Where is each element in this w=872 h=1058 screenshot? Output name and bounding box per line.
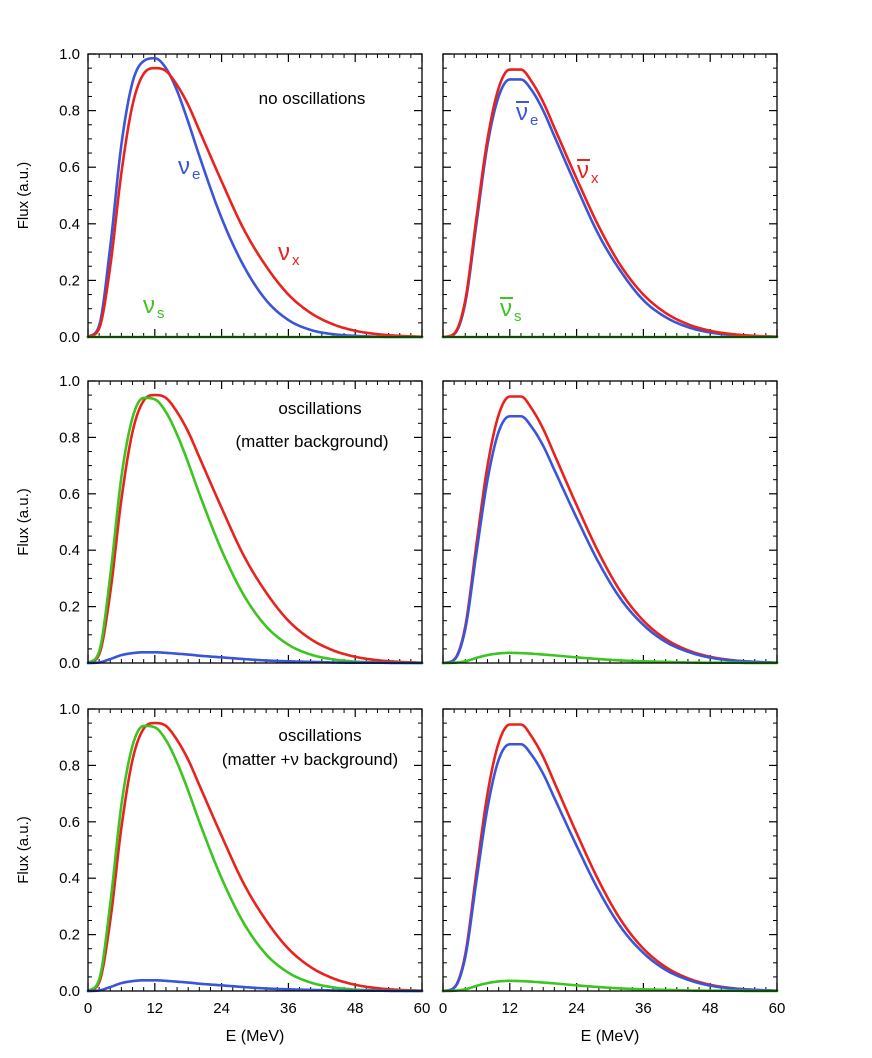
- y-axis-label: Flux (a.u.): [15, 488, 32, 556]
- minor-ticks: [88, 54, 422, 337]
- x-tick-label: 60: [769, 1000, 786, 1017]
- label-subscript: e: [192, 166, 200, 183]
- panel-top-right: ν eν xν s: [441, 53, 779, 339]
- panel-annotation: (matter +ν background): [222, 750, 398, 769]
- x-tick-label: 24: [568, 1000, 585, 1017]
- x-tick-label: 12: [146, 1000, 163, 1017]
- y-tick-label: 0.2: [59, 599, 80, 616]
- plot-frame: [87, 53, 423, 338]
- plot-frame: [87, 380, 423, 664]
- y-tick-label: 0.8: [59, 429, 80, 446]
- y-tick-label: 0.4: [59, 870, 80, 887]
- y-tick-label: 0.8: [59, 757, 80, 774]
- plot-frame: [442, 380, 778, 664]
- x-tick-label: 48: [347, 1000, 364, 1017]
- y-tick-label: 0.4: [59, 542, 80, 559]
- panel-annotation: (matter background): [235, 432, 388, 451]
- y-axis-label: Flux (a.u.): [15, 162, 32, 230]
- minor-ticks: [88, 709, 422, 991]
- minor-ticks: [443, 709, 777, 991]
- x-tick-label: 0: [439, 1000, 447, 1017]
- panel-annotation: no oscillations: [259, 89, 366, 108]
- label-subscript: s: [514, 308, 522, 325]
- minor-ticks: [88, 381, 422, 663]
- x-axis-label: E (MeV): [581, 1028, 640, 1045]
- label-subscript: x: [292, 252, 300, 269]
- y-tick-label: 0.2: [59, 272, 80, 289]
- y-tick-label: 0.2: [59, 927, 80, 944]
- label-symbol: ν: [278, 239, 290, 266]
- plot-frame: [442, 53, 778, 338]
- series-line-nu-e: [441, 742, 779, 993]
- label-symbol: ν: [577, 157, 589, 184]
- series-line-nu-x: [441, 395, 779, 665]
- label-symbol: ν: [500, 295, 512, 322]
- label-subscript: x: [591, 170, 599, 187]
- series-line-nu-e: [86, 56, 424, 339]
- series-line-nu-x: [441, 723, 779, 993]
- y-tick-label: 0.6: [59, 486, 80, 503]
- series-line-nu-e: [441, 78, 779, 339]
- minor-ticks: [443, 381, 777, 663]
- y-tick-label: 0.0: [59, 329, 80, 346]
- label-subscript: e: [530, 112, 538, 129]
- y-tick-label: 1.0: [59, 46, 80, 63]
- y-tick-label: 0.0: [59, 655, 80, 672]
- panel-annotation: oscillations: [278, 399, 361, 418]
- y-tick-label: 0.8: [59, 103, 80, 120]
- plot-frame: [442, 708, 778, 992]
- series-line-nu-e: [441, 414, 779, 665]
- x-tick-label: 36: [280, 1000, 297, 1017]
- label-symbol: ν: [178, 153, 190, 180]
- panel-middle-left: 0.0 0.2 0.4 0.6 0.8 1.0 oscillations (matter ba…: [15, 373, 424, 672]
- minor-ticks: [443, 54, 777, 337]
- label-symbol: ν: [516, 99, 528, 126]
- y-axis-label: Flux (a.u.): [15, 816, 32, 884]
- panel-bottom-left: 0 12 24 36 48 60 0.0 0.2 0.4 0.6 0.8 1.0 oscillation…: [15, 701, 430, 1045]
- label-symbol: ν: [143, 292, 155, 319]
- y-tick-label: 0.4: [59, 216, 80, 233]
- x-tick-label: 0: [84, 1000, 92, 1017]
- x-axis-label: E (MeV): [226, 1028, 285, 1045]
- x-tick-label: 60: [414, 1000, 431, 1017]
- y-tick-label: 0.6: [59, 159, 80, 176]
- series-line-nu-x: [86, 393, 424, 665]
- x-tick-label: 12: [501, 1000, 518, 1017]
- label-subscript: s: [157, 305, 165, 322]
- series-line-nu-x: [86, 721, 424, 993]
- series-line-nu-x: [441, 68, 779, 339]
- panel-middle-right: [441, 380, 779, 665]
- x-tick-label: 24: [213, 1000, 230, 1017]
- panel-annotation: oscillations: [278, 726, 361, 745]
- series-line-nu-x: [86, 66, 424, 339]
- y-tick-label: 1.0: [59, 701, 80, 718]
- plot-frame: [87, 708, 423, 992]
- x-tick-label: 48: [702, 1000, 719, 1017]
- y-tick-label: 0.6: [59, 814, 80, 831]
- x-tick-label: 36: [635, 1000, 652, 1017]
- y-tick-label: 1.0: [59, 373, 80, 390]
- y-tick-label: 0.0: [59, 983, 80, 1000]
- panel-bottom-right: 0 12 24 36 48 60 E (MeV): [439, 708, 786, 1045]
